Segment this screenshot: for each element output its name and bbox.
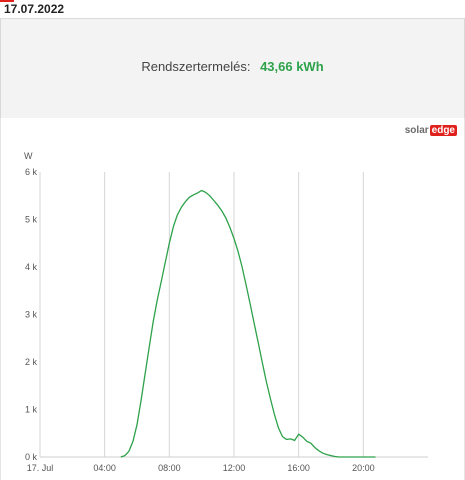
production-summary: Rendszertermelés: 43,66 kWh: [0, 19, 465, 119]
y-tick-labels: 0 k 1 k 2 k 3 k 4 k 5 k 6 k: [25, 167, 38, 462]
y-tick-label: 6 k: [25, 167, 38, 177]
top-bar: 17.07.2022: [0, 0, 465, 19]
gridlines: [39, 172, 428, 458]
x-tick-label: 17. Jul: [27, 463, 54, 473]
solaredge-logo: solar edge: [405, 124, 457, 137]
x-tick-label: 04:00: [93, 463, 116, 473]
series-line: [120, 189, 376, 458]
date-label: 17.07.2022: [4, 2, 65, 16]
y-tick-label: 0 k: [25, 452, 38, 462]
accent-mark: [0, 0, 14, 2]
logo-text-edge: edge: [429, 125, 457, 136]
x-tick-labels: 17. Jul 04:00 08:00 12:00 16:00 20:00: [27, 463, 375, 473]
logo-text-solar: solar: [404, 125, 429, 136]
chart-panel: [0, 118, 465, 480]
summary-row: Rendszertermelés: 43,66 kWh: [1, 59, 464, 75]
y-tick-label: 2 k: [25, 357, 38, 367]
y-axis-title: W: [24, 151, 33, 161]
x-tick-label: 08:00: [158, 463, 181, 473]
y-tick-label: 4 k: [25, 262, 38, 272]
y-tick-label: 3 k: [25, 310, 38, 320]
summary-label: Rendszertermelés:: [141, 59, 251, 74]
x-tick-label: 20:00: [352, 463, 375, 473]
summary-value: 43,66 kWh: [260, 59, 324, 74]
x-tick-label: 16:00: [287, 463, 310, 473]
y-tick-label: 1 k: [25, 405, 38, 415]
x-tick-label: 12:00: [223, 463, 246, 473]
y-tick-label: 5 k: [25, 215, 38, 225]
